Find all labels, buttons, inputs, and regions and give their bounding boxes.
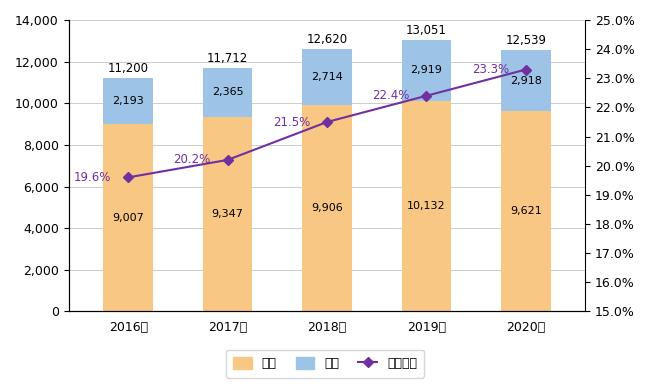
Legend: 男性, 女性, 女性比率: 男性, 女性, 女性比率: [226, 350, 424, 378]
Bar: [103, 78, 153, 124]
Text: 11,200: 11,200: [108, 62, 149, 75]
Bar: [402, 40, 451, 100]
Text: 20.2%: 20.2%: [174, 153, 211, 166]
Bar: [402, 100, 451, 312]
Text: 12,620: 12,620: [306, 33, 348, 46]
Text: 10,132: 10,132: [407, 201, 446, 211]
Text: 23.3%: 23.3%: [472, 63, 509, 76]
Text: 9,906: 9,906: [311, 203, 343, 213]
Text: 9,621: 9,621: [510, 206, 541, 217]
女性比率: [224, 158, 231, 162]
Bar: [501, 111, 551, 312]
Text: 19.6%: 19.6%: [74, 171, 111, 184]
Text: 9,347: 9,347: [212, 209, 244, 219]
Text: 11,712: 11,712: [207, 52, 248, 64]
Text: 2,193: 2,193: [112, 96, 144, 106]
Bar: [302, 49, 352, 105]
Text: 13,051: 13,051: [406, 24, 447, 36]
女性比率: [124, 175, 132, 180]
Text: 22.4%: 22.4%: [372, 89, 410, 102]
Text: 2,365: 2,365: [212, 87, 244, 97]
Bar: [501, 50, 551, 111]
女性比率: [522, 67, 530, 72]
Bar: [203, 117, 252, 312]
Bar: [103, 124, 153, 312]
Line: 女性比率: 女性比率: [125, 66, 529, 181]
Text: 12,539: 12,539: [505, 34, 546, 47]
Bar: [302, 105, 352, 312]
Text: 9,007: 9,007: [112, 213, 144, 223]
女性比率: [323, 120, 331, 124]
Bar: [203, 68, 252, 117]
Text: 21.5%: 21.5%: [273, 116, 310, 128]
Text: 2,714: 2,714: [311, 72, 343, 82]
Text: 2,919: 2,919: [410, 65, 442, 75]
Text: 2,918: 2,918: [510, 76, 541, 86]
女性比率: [422, 94, 430, 98]
